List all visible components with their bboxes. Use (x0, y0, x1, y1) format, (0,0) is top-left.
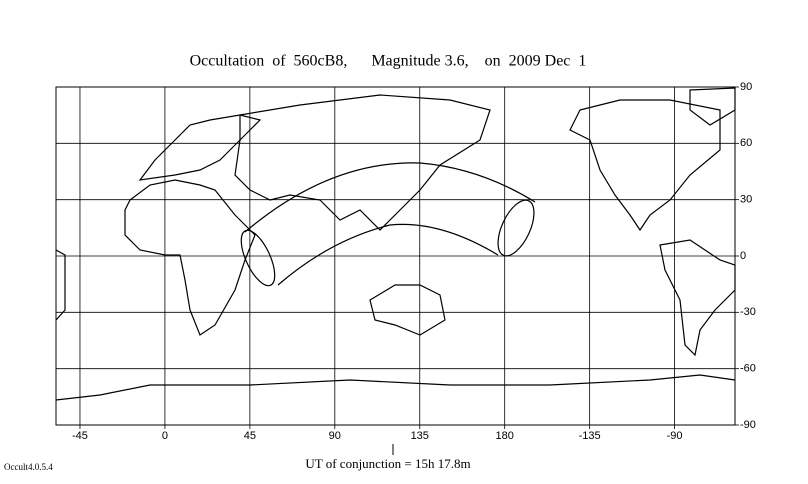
y-tick-label: -90 (740, 419, 756, 431)
footer: UT of conjunction = 15h 17.8m (305, 456, 470, 471)
title: Occultation of 560cB8, Magnitude 3.6, on… (190, 53, 587, 70)
antarctica (55, 374, 736, 401)
start-ellipse (240, 229, 276, 287)
occultation-path (240, 162, 536, 287)
x-tick-label: -135 (579, 430, 601, 442)
south-america (659, 239, 736, 357)
x-tick-label: 0 (162, 430, 168, 442)
south-limit (277, 223, 499, 286)
y-tick-label: -60 (740, 363, 756, 375)
x-tick-label: 135 (411, 430, 429, 442)
coastlines (55, 87, 736, 401)
end-ellipse (497, 199, 535, 257)
north-limit (244, 162, 536, 233)
africa (124, 179, 256, 336)
y-tick-label: 90 (740, 81, 752, 93)
australia (369, 284, 446, 336)
version: Occult4.0.5.4 (4, 462, 53, 472)
europe (138, 114, 262, 181)
greenland (689, 87, 736, 126)
south-america-west (55, 249, 66, 321)
y-tick-label: -30 (740, 306, 756, 318)
y-tick-label: 30 (740, 194, 752, 206)
x-tick-label: -90 (667, 430, 683, 442)
x-tick-label: 90 (329, 430, 341, 442)
y-tick-label: 60 (740, 137, 752, 149)
x-tick-label: -45 (72, 430, 88, 442)
x-tick-label: 180 (496, 430, 514, 442)
x-tick-label: 45 (244, 430, 256, 442)
y-tick-label: 0 (740, 250, 746, 262)
north-america (569, 99, 721, 232)
